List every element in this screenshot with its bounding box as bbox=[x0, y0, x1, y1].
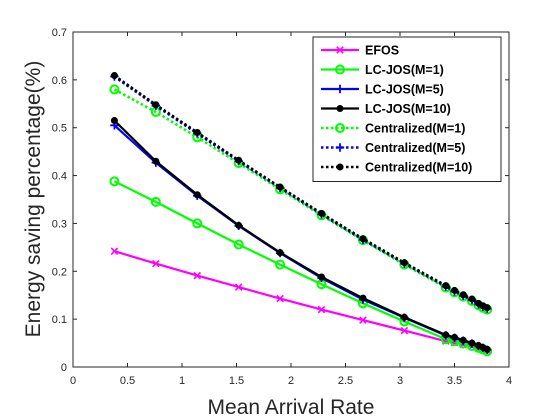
data-point bbox=[400, 326, 409, 335]
data-point bbox=[317, 305, 326, 314]
legend-marker bbox=[335, 64, 345, 75]
data-point bbox=[359, 235, 367, 243]
data-point bbox=[109, 84, 120, 95]
data-point bbox=[359, 294, 367, 302]
series-3 bbox=[110, 117, 491, 353]
data-point bbox=[359, 316, 367, 324]
legend-item: LC-JOS(M=5) bbox=[321, 83, 444, 97]
legend-label: LC-JOS(M=5) bbox=[365, 83, 444, 97]
y-tick-label: 0.6 bbox=[52, 75, 67, 87]
legend: EFOS LC-JOS(M=1) LC-JOS(M=5) LC-JOS(M=10) Ce… bbox=[312, 36, 502, 182]
data-point bbox=[442, 282, 450, 290]
data-point bbox=[234, 283, 243, 291]
legend-item: EFOS bbox=[321, 44, 399, 58]
x-tick-label: 0 bbox=[70, 375, 76, 387]
x-tick-label: 0.5 bbox=[120, 375, 135, 387]
legend-label: Centralized(M=10) bbox=[365, 161, 472, 175]
data-point bbox=[275, 259, 286, 270]
legend-item: Centralized(M=5) bbox=[321, 141, 465, 155]
data-point bbox=[442, 331, 450, 339]
x-tick-label: 1.5 bbox=[229, 375, 244, 387]
data-point bbox=[110, 72, 118, 80]
x-tick-label: 1 bbox=[179, 375, 185, 387]
data-point bbox=[451, 333, 458, 341]
series-layer bbox=[109, 72, 493, 357]
legend-item: LC-JOS(M=1) bbox=[321, 63, 444, 77]
data-point bbox=[152, 259, 160, 268]
legend-item: LC-JOS(M=10) bbox=[321, 102, 451, 116]
legend-marker bbox=[336, 105, 344, 112]
data-point bbox=[109, 176, 120, 187]
x-tick-label: 2.5 bbox=[338, 375, 353, 387]
x-tick-label: 3 bbox=[397, 375, 403, 387]
data-point bbox=[318, 209, 326, 217]
legend-marker bbox=[336, 163, 344, 171]
y-tick-label: 0.4 bbox=[52, 171, 67, 183]
data-point bbox=[235, 221, 243, 229]
data-point bbox=[400, 313, 408, 321]
legend-marker bbox=[335, 84, 345, 94]
data-point bbox=[193, 129, 201, 136]
legend-label: EFOS bbox=[365, 44, 399, 58]
data-point bbox=[483, 345, 491, 353]
data-point bbox=[152, 101, 160, 109]
legend-label: LC-JOS(M=1) bbox=[365, 63, 444, 77]
data-point bbox=[400, 259, 408, 267]
y-tick-label: 0.5 bbox=[52, 123, 67, 135]
legend-marker bbox=[335, 123, 345, 133]
y-tick-label: 0.1 bbox=[52, 314, 67, 326]
data-point bbox=[110, 117, 118, 125]
legend-marker bbox=[335, 143, 345, 152]
data-point bbox=[233, 239, 244, 250]
y-tick-label: 0 bbox=[61, 362, 67, 374]
y-axis-label: Energy saving percentage(%) bbox=[22, 61, 45, 338]
data-point bbox=[276, 294, 284, 303]
data-point bbox=[193, 191, 201, 199]
data-point bbox=[451, 286, 458, 294]
y-tick-label: 0.7 bbox=[52, 27, 67, 39]
data-point bbox=[318, 273, 326, 281]
data-point bbox=[276, 183, 284, 191]
data-point bbox=[235, 156, 243, 164]
y-tick-label: 0.2 bbox=[52, 266, 67, 278]
x-axis-label: Mean Arrival Rate bbox=[208, 396, 375, 419]
data-point bbox=[468, 295, 476, 303]
legend-item: Centralized(M=1) bbox=[321, 122, 465, 136]
data-point bbox=[193, 271, 202, 280]
x-axis: 0 0.5 1 1.5 2 2.5 3 3.5 4 bbox=[70, 32, 512, 387]
x-tick-label: 2 bbox=[288, 375, 294, 387]
data-point bbox=[152, 157, 160, 165]
legend-label: Centralized(M=1) bbox=[365, 122, 465, 136]
data-point bbox=[483, 304, 491, 312]
legend-marker bbox=[336, 46, 344, 54]
y-tick-label: 0.3 bbox=[52, 218, 67, 230]
y-axis: 0 0.1 0.2 0.3 0.4 0.5 0.6 0.7 bbox=[52, 27, 509, 374]
data-point bbox=[459, 336, 467, 344]
data-point bbox=[110, 247, 119, 255]
data-point bbox=[192, 218, 203, 229]
data-point bbox=[468, 339, 476, 347]
data-point bbox=[276, 249, 284, 257]
series-6 bbox=[110, 72, 491, 312]
data-point bbox=[459, 291, 467, 299]
legend-label: Centralized(M=5) bbox=[365, 141, 465, 155]
data-point bbox=[150, 196, 161, 207]
legend-label: LC-JOS(M=10) bbox=[365, 102, 451, 116]
x-tick-label: 4 bbox=[506, 375, 512, 387]
legend-item: Centralized(M=10) bbox=[321, 161, 472, 175]
x-tick-label: 3.5 bbox=[447, 375, 462, 387]
